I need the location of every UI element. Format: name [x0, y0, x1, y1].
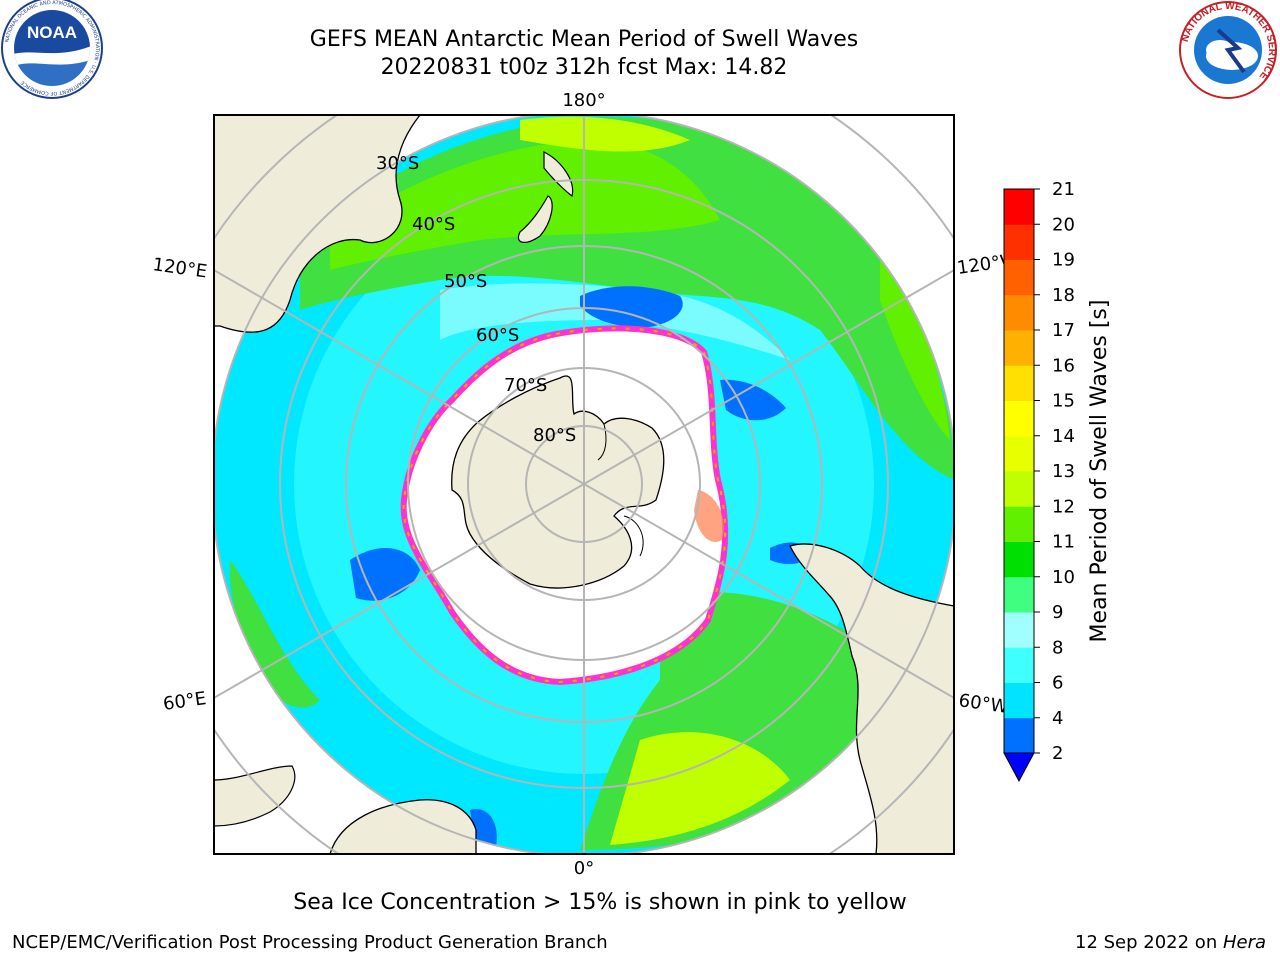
colorbar-swatch	[1004, 576, 1034, 613]
colorbar-tick-label: 21	[1052, 179, 1075, 200]
colorbar-tick-label: 19	[1052, 250, 1075, 271]
lat-label-70s: 70°S	[504, 375, 547, 396]
footer-host: Hera	[1222, 932, 1266, 953]
colorbar-tick-label: 11	[1052, 532, 1075, 553]
colorbar-swatch	[1004, 435, 1034, 472]
map-frame	[213, 114, 955, 855]
colorbar-tick-label: 14	[1052, 426, 1075, 447]
graticule	[214, 115, 954, 854]
colorbar-swatch	[1004, 647, 1034, 683]
noaa-logo: NOAA NATIONAL OCEANIC AND ATMOSPHERIC AD…	[1, 0, 103, 99]
lon-label-60e: 60°E	[162, 688, 208, 715]
nws-logo: NATIONAL WEATHER SERVICE	[1179, 1, 1277, 99]
colorbar-swatch	[1004, 717, 1034, 754]
colorbar-swatch	[1004, 400, 1034, 437]
colorbar-tick-label: 20	[1052, 214, 1075, 235]
colorbar-swatch	[1004, 541, 1034, 578]
lat-label-30s: 30°S	[376, 153, 419, 174]
lat-label-60s: 60°S	[476, 325, 519, 346]
colorbar-tick-label: 4	[1052, 708, 1063, 729]
chart-title: GEFS MEAN Antarctic Mean Period of Swell…	[309, 27, 859, 52]
colorbar-tick-label: 12	[1052, 496, 1075, 517]
chart-subtitle: 20220831 t00z 312h fcst Max: 14.82	[380, 55, 788, 80]
colorbar-swatch	[1004, 612, 1034, 648]
south-america-landmass	[789, 543, 954, 854]
new-zealand-landmass	[543, 151, 574, 198]
footer-date: 12 Sep 2022 on Hera	[1075, 932, 1266, 953]
lon-label-180: 180°	[562, 90, 605, 111]
lon-label-60w: 60°W	[957, 690, 1009, 718]
colorbar-swatch	[1004, 682, 1034, 719]
lat-label-40s: 40°S	[412, 214, 455, 235]
colorbar-tick-label: 16	[1052, 355, 1075, 376]
colorbar-tick-label: 13	[1052, 461, 1075, 482]
colorbar-tick-label: 10	[1052, 567, 1075, 588]
footer-branch: NCEP/EMC/Verification Post Processing Pr…	[12, 932, 608, 953]
sea-ice-caption: Sea Ice Concentration > 15% is shown in …	[293, 890, 907, 915]
noaa-logo-text: NOAA	[27, 23, 77, 42]
colorbar-swatch	[1004, 365, 1034, 401]
lat-label-80s: 80°S	[533, 425, 576, 446]
footer-date-text: 12 Sep 2022 on	[1075, 932, 1223, 953]
colorbar-swatch	[1004, 506, 1034, 542]
colorbar-tick-label: 6	[1052, 673, 1063, 694]
colorbar-extend-arrow	[1003, 752, 1035, 783]
colorbar-swatch	[1004, 294, 1034, 331]
lon-label-0: 0°	[574, 858, 594, 879]
colorbar-swatch	[1004, 189, 1034, 225]
map-panel	[214, 115, 954, 854]
colorbar-label: Mean Period of Swell Waves [s]	[1087, 300, 1112, 643]
colorbar-swatch	[1004, 259, 1034, 296]
colorbar: 2 4 6 8 9 10 11 12 13 14 15 16 17 18 19 20 21	[1003, 179, 1075, 783]
africa-landmass	[329, 799, 477, 854]
colorbar-tick-label: 17	[1052, 320, 1075, 341]
colorbar-tick-label: 18	[1052, 285, 1075, 306]
colorbar-swatch	[1004, 224, 1034, 260]
colorbar-swatch	[1004, 471, 1034, 507]
lat-label-50s: 50°S	[444, 271, 487, 292]
colorbar-tick-label: 2	[1052, 743, 1063, 764]
lon-label-120e: 120°E	[151, 254, 208, 282]
colorbar-swatch	[1004, 330, 1034, 366]
colorbar-tick-label: 9	[1052, 602, 1063, 623]
colorbar-tick-label: 15	[1052, 391, 1075, 412]
colorbar-tick-label: 8	[1052, 637, 1063, 658]
